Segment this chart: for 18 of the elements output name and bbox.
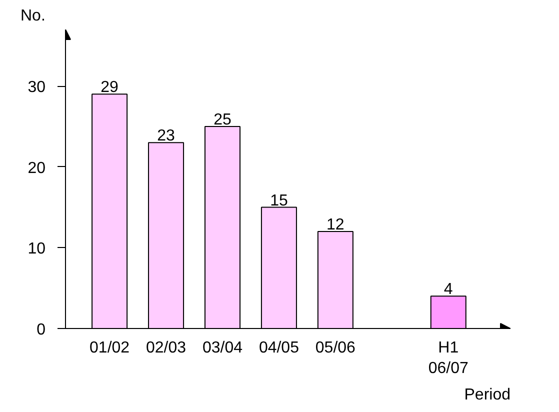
- data-label: 25: [214, 111, 232, 128]
- y-axis-title: No.: [20, 8, 46, 24]
- y-tick-label: 20: [28, 160, 46, 177]
- y-tick-label: 10: [28, 240, 46, 258]
- x-tick-label: H1 06/07: [428, 340, 468, 377]
- x-tick-label: 01/02: [90, 340, 130, 356]
- data-label: 15: [270, 192, 288, 210]
- x-tick-label: 03/04: [202, 340, 243, 356]
- x-tick-label: 04/05: [258, 340, 300, 356]
- x-tick-label: 02/03: [146, 340, 186, 356]
- data-label: 23: [157, 128, 176, 145]
- data-label: 29: [100, 79, 119, 96]
- x-axis-title: Period: [464, 386, 510, 404]
- y-tick-label: 30: [28, 79, 46, 96]
- x-tick-label: 05/06: [315, 340, 356, 356]
- data-label: 12: [326, 216, 344, 234]
- data-label: 4: [444, 281, 453, 298]
- y-tick-label: 0: [36, 322, 46, 338]
